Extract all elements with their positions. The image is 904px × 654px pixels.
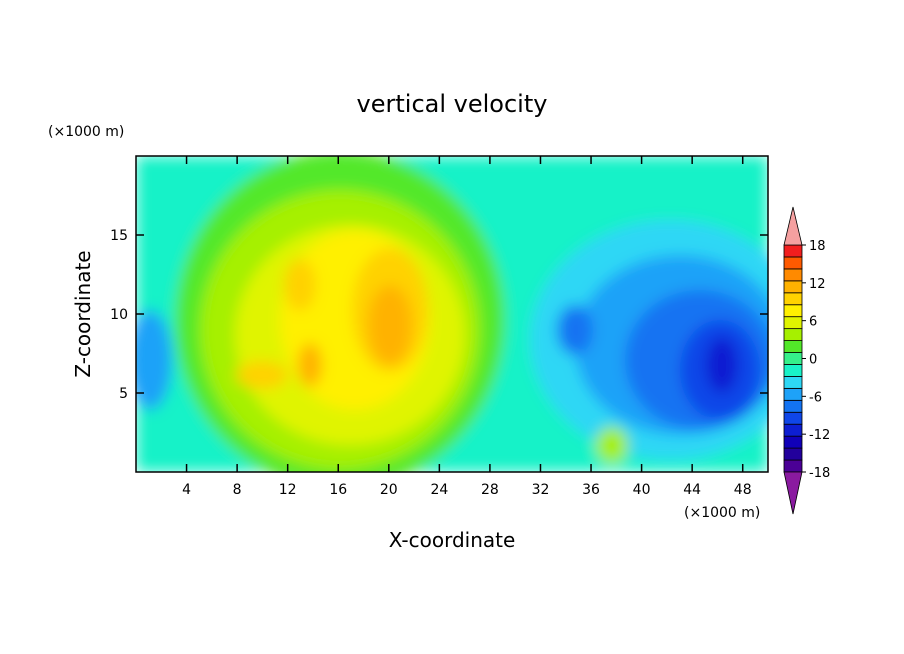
colorbar-extend-max (783, 206, 803, 246)
colorbar-band (783, 268, 803, 282)
colorbar-band (783, 399, 803, 413)
colorbar-band (783, 304, 803, 318)
colorbar-band (783, 292, 803, 306)
colorbar-band (783, 316, 803, 330)
colorbar-extend-min (783, 471, 803, 515)
x-axis-title: X-coordinate (389, 528, 516, 552)
colorbar-tick-label: 12 (809, 277, 826, 292)
x-tick-label: 44 (683, 482, 701, 498)
x-axis: 4 8 12 16 20 24 28 32 36 40 44 48 (182, 156, 752, 498)
downdraft-zone (706, 337, 738, 393)
x-tick-label: 20 (380, 482, 398, 498)
y-unit-label: (×1000 m) (48, 124, 124, 140)
x-tick-label: 32 (532, 482, 550, 498)
x-tick-label: 4 (182, 482, 191, 498)
colorbar-band (783, 280, 803, 294)
colorbar-band (783, 364, 803, 377)
x-tick-label: 48 (734, 482, 752, 498)
colorbar-tick-label: -6 (809, 390, 822, 405)
colorbar-band (783, 328, 803, 341)
x-tick-label: 24 (430, 482, 448, 498)
colorbar-band (783, 244, 803, 258)
colorbar-band (783, 435, 803, 449)
x-unit-label: (×1000 m) (684, 505, 760, 521)
x-tick-label: 8 (233, 482, 242, 498)
downdraft-zone (557, 305, 593, 355)
colorbar-band (783, 256, 803, 270)
left-edge-downdraft (136, 310, 172, 410)
updraft-zone (368, 285, 412, 365)
x-tick-label: 40 (633, 482, 651, 498)
colorbar-tick-label: 0 (809, 353, 817, 368)
colorbar-tick-label: -18 (809, 466, 830, 481)
y-tick-label: 5 (119, 386, 128, 402)
colorbar-band (783, 376, 803, 389)
chart-title: vertical velocity (357, 90, 548, 118)
colorbar-band (783, 447, 803, 461)
updraft-zone (236, 361, 288, 389)
y-axis: 5 10 15 (110, 228, 768, 402)
colorbar-band (783, 411, 803, 425)
x-tick-label: 12 (279, 482, 297, 498)
updraft-zone (284, 259, 316, 311)
colorbar-tick-label: -12 (809, 428, 830, 443)
x-tick-label: 28 (481, 482, 499, 498)
y-axis-title: Z-coordinate (71, 250, 95, 377)
x-tick-label: 36 (582, 482, 600, 498)
colorbar-band (783, 459, 803, 473)
contour-field (136, 156, 768, 472)
colorbar-band (783, 340, 803, 353)
colorbar-band (783, 423, 803, 437)
surface-feature (596, 427, 628, 463)
colorbar: 18 12 6 0 -6 -12 -18 (783, 206, 830, 515)
x-tick-label: 16 (329, 482, 347, 498)
colorbar-tick-label: 18 (809, 239, 826, 254)
y-tick-label: 10 (110, 307, 128, 323)
colorbar-band (783, 352, 803, 365)
colorbar-band (783, 387, 803, 401)
y-tick-label: 15 (110, 228, 128, 244)
updraft-zone (298, 343, 322, 387)
colorbar-tick-label: 6 (809, 315, 817, 330)
